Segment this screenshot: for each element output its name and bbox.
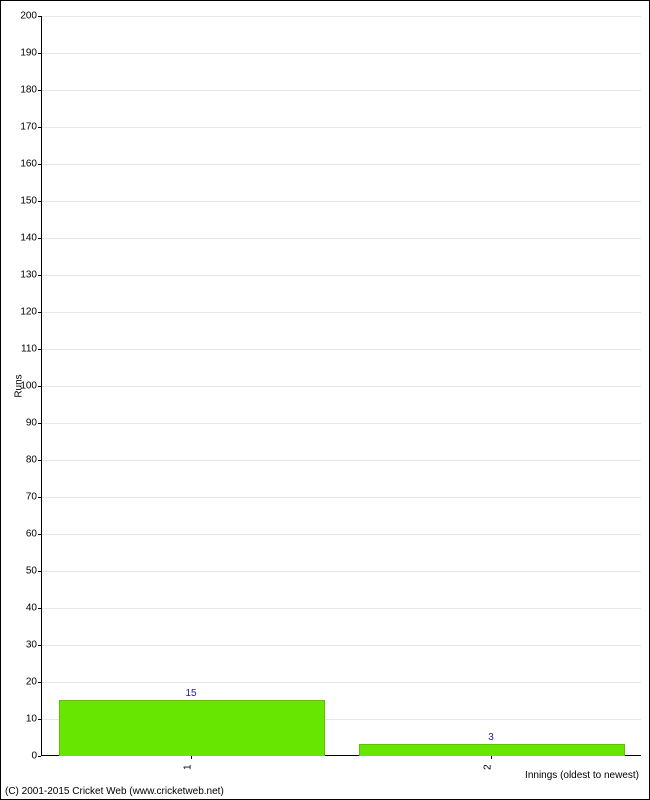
- gridline: [41, 386, 641, 387]
- y-tick-label: 120: [20, 307, 41, 318]
- x-tick-label: 2: [483, 764, 494, 770]
- copyright-text: (C) 2001-2015 Cricket Web (www.cricketwe…: [5, 786, 224, 797]
- gridline: [41, 238, 641, 239]
- y-tick-label: 180: [20, 85, 41, 96]
- y-tick-label: 40: [26, 603, 41, 614]
- gridline: [41, 534, 641, 535]
- y-tick-label: 190: [20, 48, 41, 59]
- gridline: [41, 423, 641, 424]
- y-tick-label: 130: [20, 270, 41, 281]
- y-tick-label: 60: [26, 529, 41, 540]
- y-tick-label: 70: [26, 492, 41, 503]
- plot-area: 0102030405060708090100110120130140150160…: [41, 16, 641, 756]
- y-tick-label: 200: [20, 11, 41, 22]
- x-tick-label: 1: [183, 764, 194, 770]
- y-tick-label: 170: [20, 122, 41, 133]
- y-axis-line: [41, 16, 42, 756]
- y-tick-label: 50: [26, 566, 41, 577]
- y-tick-label: 150: [20, 196, 41, 207]
- x-axis-label: Innings (oldest to newest): [525, 770, 639, 781]
- gridline: [41, 16, 641, 17]
- gridline: [41, 460, 641, 461]
- y-tick-label: 160: [20, 159, 41, 170]
- bar: [59, 700, 325, 757]
- y-tick-label: 30: [26, 640, 41, 651]
- gridline: [41, 201, 641, 202]
- x-tick-mark: [491, 756, 492, 759]
- gridline: [41, 90, 641, 91]
- gridline: [41, 682, 641, 683]
- bar-value-label: 15: [185, 688, 196, 699]
- x-tick-mark: [191, 756, 192, 759]
- gridline: [41, 645, 641, 646]
- y-tick-label: 80: [26, 455, 41, 466]
- y-tick-label: 140: [20, 233, 41, 244]
- y-tick-label: 110: [21, 344, 41, 355]
- gridline: [41, 608, 641, 609]
- gridline: [41, 53, 641, 54]
- chart-frame: 0102030405060708090100110120130140150160…: [0, 0, 650, 800]
- gridline: [41, 497, 641, 498]
- y-tick-label: 10: [26, 714, 41, 725]
- gridline: [41, 164, 641, 165]
- y-axis-label: Runs: [14, 374, 25, 397]
- gridline: [41, 275, 641, 276]
- y-tick-label: 0: [31, 751, 41, 762]
- y-tick-label: 20: [26, 677, 41, 688]
- bar-value-label: 3: [488, 732, 494, 743]
- y-tick-label: 90: [26, 418, 41, 429]
- gridline: [41, 571, 641, 572]
- gridline: [41, 312, 641, 313]
- gridline: [41, 127, 641, 128]
- bar: [359, 744, 625, 756]
- gridline: [41, 349, 641, 350]
